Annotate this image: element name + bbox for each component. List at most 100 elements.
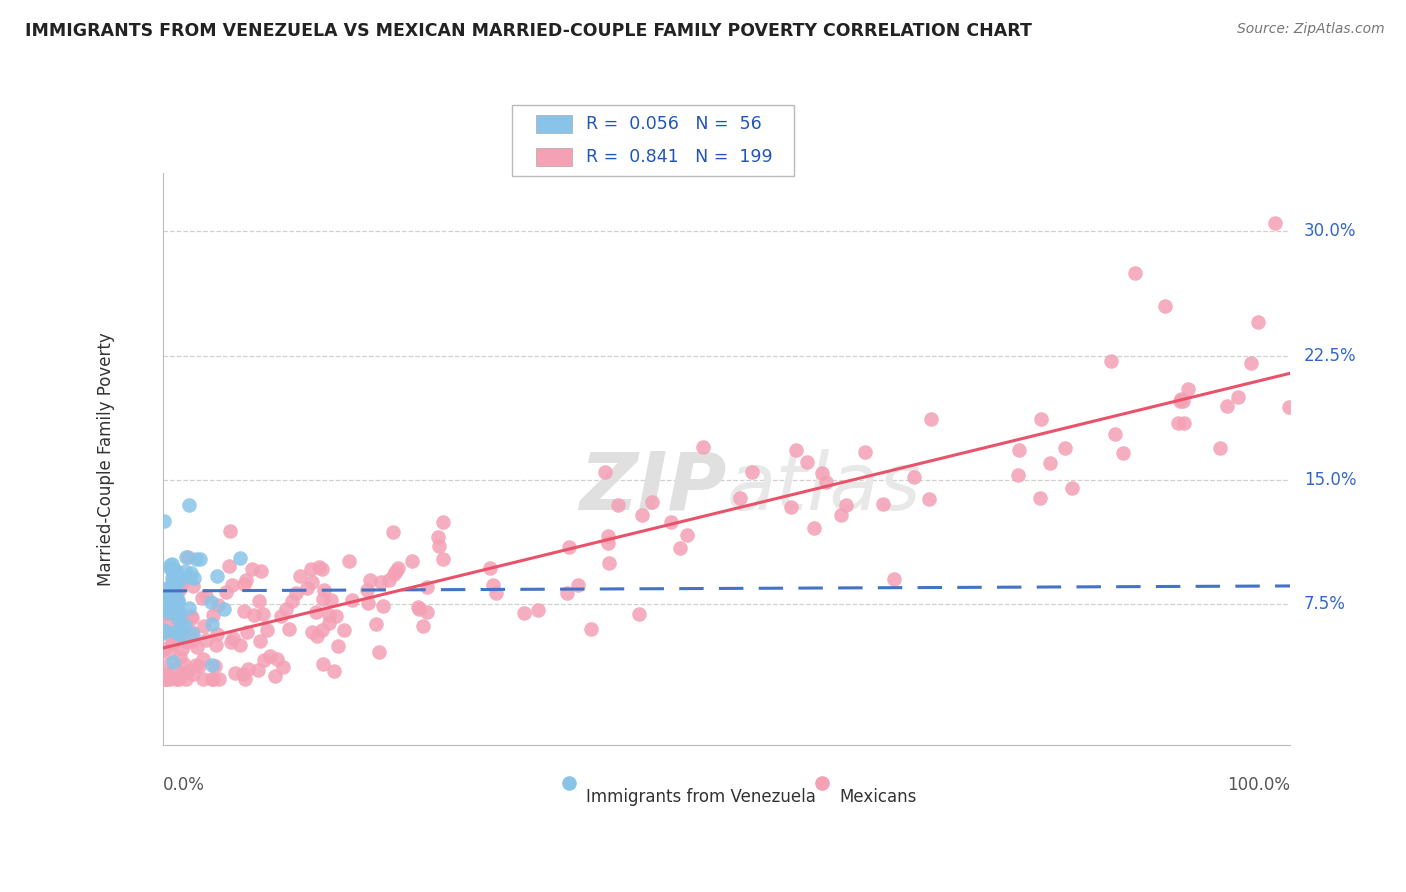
- Text: 30.0%: 30.0%: [1303, 222, 1357, 240]
- Point: [1166, 416, 1188, 430]
- Point: [153, 591, 176, 606]
- Point: [385, 565, 408, 579]
- FancyBboxPatch shape: [536, 148, 572, 166]
- Point: [579, 622, 602, 636]
- Point: [165, 587, 187, 601]
- Point: [337, 554, 360, 568]
- Point: [157, 646, 180, 660]
- Text: Married-Couple Family Poverty: Married-Couple Family Poverty: [97, 332, 115, 586]
- Point: [160, 575, 183, 590]
- Point: [165, 624, 187, 639]
- Point: [191, 591, 214, 605]
- Point: [152, 641, 174, 656]
- Point: [165, 591, 187, 606]
- Point: [195, 632, 218, 647]
- Point: [321, 593, 343, 607]
- Point: [328, 639, 350, 653]
- Point: [249, 634, 271, 648]
- Point: [180, 609, 202, 624]
- Point: [1247, 315, 1270, 329]
- Point: [432, 552, 454, 566]
- Point: [233, 604, 256, 618]
- Point: [692, 440, 714, 454]
- Point: [246, 663, 269, 677]
- Point: [156, 581, 179, 595]
- Text: ZIP: ZIP: [579, 449, 727, 527]
- Point: [166, 603, 188, 617]
- Point: [264, 669, 287, 683]
- Point: [368, 644, 391, 658]
- Point: [366, 617, 388, 632]
- Point: [669, 541, 692, 556]
- Point: [1062, 481, 1084, 495]
- Point: [160, 635, 183, 649]
- Point: [1104, 427, 1126, 442]
- Point: [159, 558, 181, 572]
- Point: [312, 657, 335, 671]
- Point: [1216, 399, 1239, 413]
- Point: [277, 622, 299, 636]
- FancyBboxPatch shape: [536, 115, 572, 133]
- Point: [1173, 416, 1195, 430]
- Point: [301, 574, 323, 589]
- Point: [155, 672, 177, 686]
- Point: [416, 606, 439, 620]
- Point: [305, 629, 328, 643]
- Point: [183, 579, 205, 593]
- Point: [1209, 441, 1232, 455]
- Point: [235, 573, 257, 587]
- Point: [1039, 456, 1062, 470]
- Point: [172, 642, 194, 657]
- Text: R =  0.841   N =  199: R = 0.841 N = 199: [585, 148, 772, 166]
- Point: [174, 632, 197, 647]
- Point: [232, 667, 254, 681]
- Point: [305, 605, 328, 619]
- Point: [627, 607, 650, 622]
- Point: [273, 660, 295, 674]
- Point: [202, 607, 225, 622]
- Point: [1029, 412, 1052, 426]
- Point: [229, 551, 252, 566]
- Point: [1008, 443, 1031, 458]
- Point: [163, 587, 186, 601]
- Text: IMMIGRANTS FROM VENEZUELA VS MEXICAN MARRIED-COUPLE FAMILY POVERTY CORRELATION C: IMMIGRANTS FROM VENEZUELA VS MEXICAN MAR…: [25, 22, 1032, 40]
- Point: [290, 569, 312, 583]
- Point: [631, 508, 654, 523]
- Point: [176, 634, 198, 648]
- Point: [415, 580, 437, 594]
- Text: Mexicans: Mexicans: [839, 788, 917, 806]
- Point: [167, 583, 190, 598]
- Point: [221, 578, 243, 592]
- Point: [155, 596, 177, 610]
- Point: [169, 672, 191, 686]
- Point: [193, 672, 215, 686]
- Point: [174, 550, 197, 565]
- Point: [193, 652, 215, 666]
- Point: [1029, 491, 1052, 505]
- Point: [312, 592, 335, 607]
- Point: [188, 659, 211, 673]
- Point: [606, 498, 628, 512]
- Point: [176, 672, 198, 686]
- Point: [193, 619, 215, 633]
- Point: [177, 549, 200, 564]
- Point: [406, 599, 429, 614]
- Point: [555, 586, 578, 600]
- Text: 15.0%: 15.0%: [1303, 471, 1357, 489]
- Point: [200, 595, 222, 609]
- Point: [830, 508, 852, 522]
- Point: [177, 664, 200, 678]
- Point: [186, 640, 208, 655]
- Point: [593, 465, 616, 479]
- Point: [333, 623, 356, 637]
- Point: [169, 607, 191, 622]
- Text: R =  0.056   N =  56: R = 0.056 N = 56: [585, 115, 761, 133]
- Point: [1168, 393, 1191, 408]
- Point: [803, 521, 825, 535]
- Point: [311, 562, 333, 576]
- Point: [177, 600, 200, 615]
- Point: [513, 607, 536, 621]
- Point: [432, 515, 454, 529]
- Point: [373, 599, 395, 613]
- Point: [167, 606, 190, 620]
